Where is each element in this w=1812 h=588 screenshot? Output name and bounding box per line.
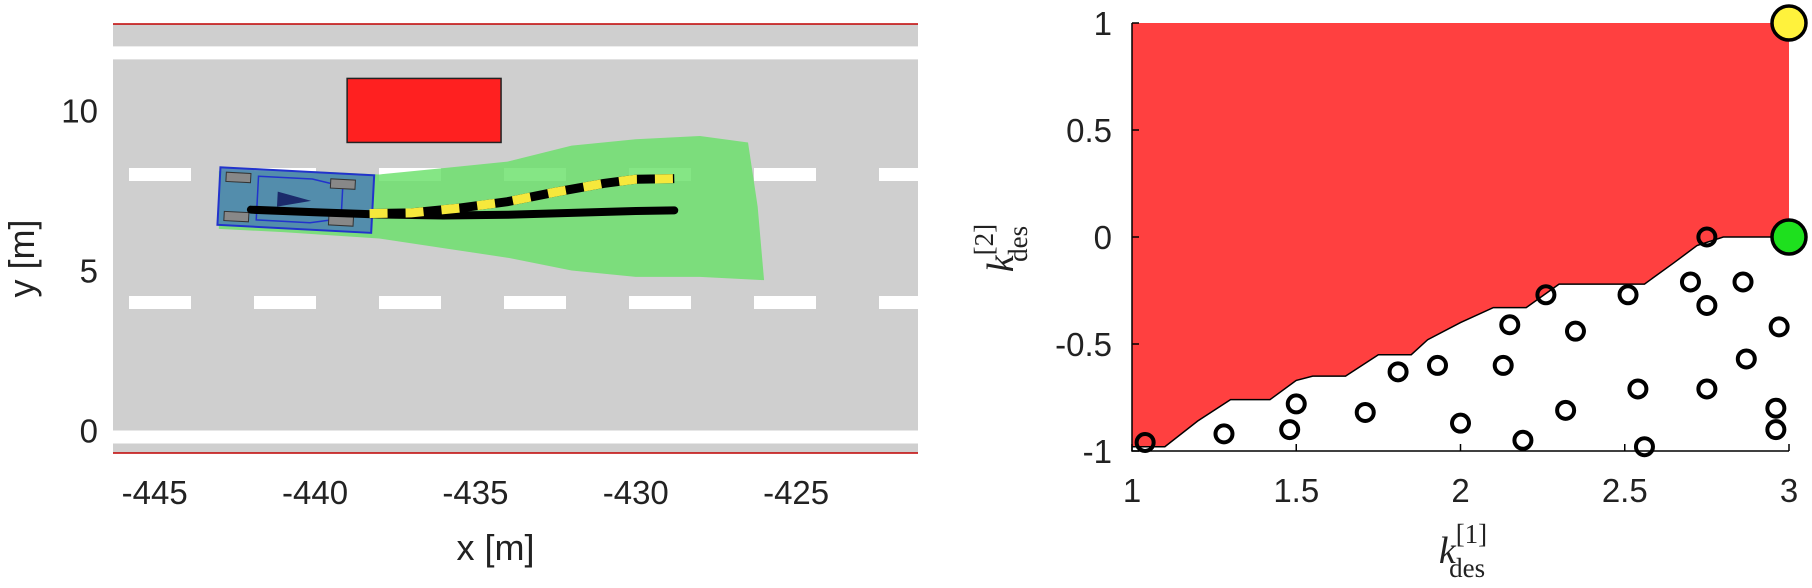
obstacle xyxy=(346,77,502,144)
sample-point xyxy=(1285,393,1307,415)
y-axis-label: y [m] xyxy=(1,220,42,298)
y-tick-label: 10 xyxy=(61,92,98,129)
unsafe-boundary xyxy=(1132,236,1789,448)
wheel xyxy=(225,171,252,184)
sample-point xyxy=(1535,284,1557,306)
highlight-point xyxy=(1770,4,1808,42)
sample-point xyxy=(1732,271,1754,293)
y-tick-label: 5 xyxy=(80,253,98,290)
sample-point xyxy=(1450,412,1471,434)
x-axis-ticks: -445 -440 -435 -430 -425 xyxy=(122,474,829,511)
sample-point xyxy=(1696,294,1718,316)
sample-point xyxy=(1354,401,1376,423)
x-axis-ticks: 1 1.5 2 2.5 3 xyxy=(1123,444,1798,509)
sample-point xyxy=(1279,419,1301,441)
sample-point xyxy=(1564,320,1586,342)
sample-point xyxy=(1627,378,1649,400)
y-axis-ticks: 0 5 10 xyxy=(61,92,98,449)
wheel xyxy=(223,210,250,223)
y-tick-label: 0 xyxy=(80,413,98,450)
vehicle xyxy=(216,166,376,234)
sample-point xyxy=(1696,226,1718,248)
sample-point xyxy=(1427,354,1449,376)
x-tick-label: -440 xyxy=(282,474,348,511)
sample-point xyxy=(1387,361,1409,383)
y-tick-label: 1 xyxy=(1094,5,1112,42)
y-tick-label: 0 xyxy=(1094,219,1112,256)
unsafe-region xyxy=(1132,23,1789,447)
x-tick-label: 2.5 xyxy=(1602,472,1648,509)
sample-point xyxy=(1555,399,1577,421)
sample-point xyxy=(1633,436,1655,458)
y-tick-label: 0.5 xyxy=(1066,112,1112,149)
highlight-point xyxy=(1770,218,1808,256)
gain-space-plot: 1 1.5 2 2.5 3 -1 -0.5 0 0.5 1 k[1] des k[2] des xyxy=(969,4,1808,583)
x-axis-label: x [m] xyxy=(457,527,535,568)
x-tick-label: 1 xyxy=(1123,472,1141,509)
sample-point xyxy=(1765,397,1787,419)
x-tick-label: 3 xyxy=(1780,472,1798,509)
heading-arrow xyxy=(276,191,312,207)
sample-point xyxy=(1765,419,1787,441)
sample-point xyxy=(1492,354,1514,376)
trajectory-series xyxy=(246,174,679,220)
sample-point xyxy=(1696,378,1718,400)
sample-point xyxy=(1134,431,1156,453)
y-tick-label: -0.5 xyxy=(1055,326,1112,363)
sample-point xyxy=(1499,314,1521,336)
road-scene-plot: -445 -440 -435 -430 -425 0 5 10 x [m] y [m] xyxy=(1,23,918,568)
sample-point xyxy=(1735,348,1757,370)
x-tick-label: -430 xyxy=(603,474,669,511)
realized-trajectory xyxy=(246,205,679,220)
highlight-points xyxy=(1770,4,1808,256)
y-tick-label: -1 xyxy=(1083,433,1112,470)
y-axis-label: k[2] des xyxy=(969,224,1033,272)
x-tick-label: 1.5 xyxy=(1273,472,1319,509)
x-tick-label: -445 xyxy=(122,474,188,511)
sample-point xyxy=(1617,284,1639,306)
planned-trajectory xyxy=(369,174,675,219)
x-tick-label: -425 xyxy=(763,474,829,511)
wheel xyxy=(329,178,356,190)
sample-point xyxy=(1679,271,1701,293)
sample-points xyxy=(1134,226,1790,458)
sample-point xyxy=(1768,316,1790,338)
x-tick-label: -435 xyxy=(442,474,508,511)
x-tick-label: 2 xyxy=(1451,472,1469,509)
y-axis-ticks: -1 -0.5 0 0.5 1 xyxy=(1055,5,1139,470)
sample-point xyxy=(1512,429,1534,451)
x-axis-label: k[1] des xyxy=(1439,519,1487,583)
sample-point xyxy=(1213,423,1235,445)
